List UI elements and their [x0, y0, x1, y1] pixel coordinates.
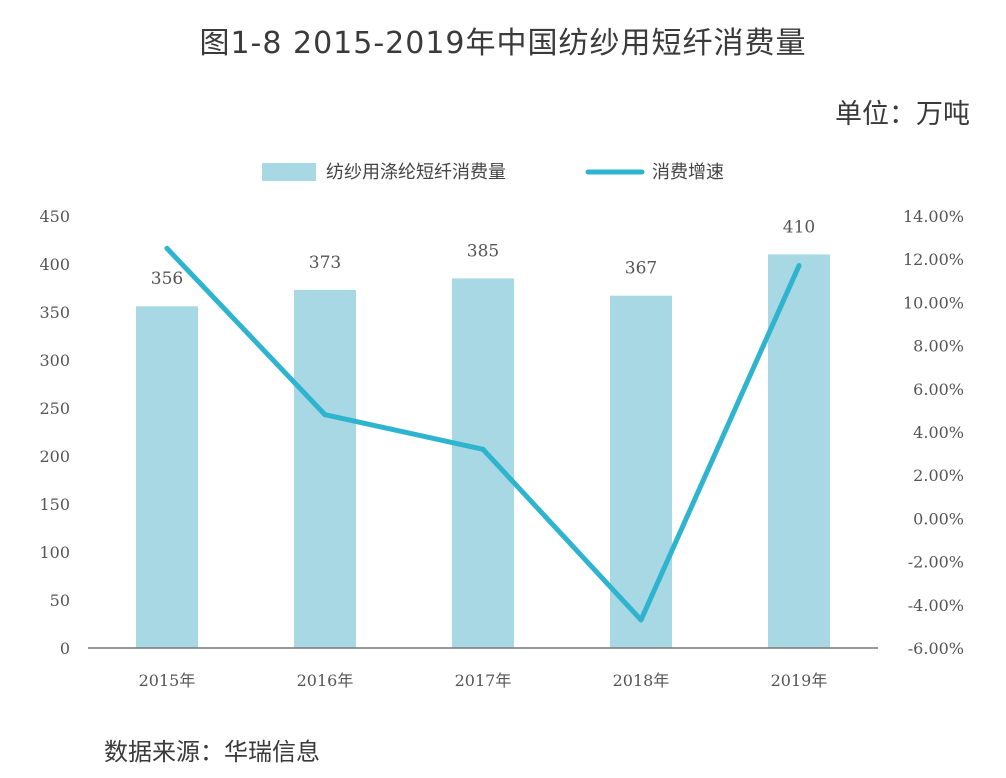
right-y-tick-label: 4.00% — [913, 423, 964, 442]
right-y-tick-label: 0.00% — [913, 509, 964, 528]
right-y-tick-label: 8.00% — [913, 337, 964, 356]
growth-point-2017年 — [480, 446, 486, 452]
chart-title: 图1-8 2015-2019年中国纺纱用短纤消费量 — [199, 26, 807, 61]
left-y-tick-label: 150 — [39, 495, 70, 514]
data-label: 373 — [309, 253, 341, 273]
data-label: 356 — [151, 269, 183, 289]
right-y-tick-label: 14.00% — [903, 207, 964, 226]
growth-point-2015年 — [164, 245, 170, 251]
bar-2017年 — [452, 278, 514, 648]
bar-2016年 — [294, 289, 356, 648]
right-y-tick-label: 12.00% — [903, 250, 964, 269]
growth-point-2018年 — [638, 617, 644, 623]
left-y-tick-label: 300 — [39, 351, 70, 370]
left-y-tick-label: 250 — [39, 399, 70, 418]
left-y-tick-label: 50 — [50, 591, 70, 610]
left-y-tick-label: 400 — [39, 255, 70, 274]
bar-2019年 — [768, 254, 830, 648]
x-tick-label: 2017年 — [455, 671, 512, 690]
bar-2018年 — [610, 295, 672, 648]
right-y-tick-label: 6.00% — [913, 380, 964, 399]
left-y-tick-label: 350 — [39, 303, 70, 322]
x-tick-label: 2015年 — [139, 671, 196, 690]
legend-line-label: 消费增速 — [652, 162, 724, 183]
data-source: 数据来源：华瑞信息 — [104, 738, 320, 766]
right-y-tick-label: -6.00% — [908, 639, 964, 658]
x-tick-label: 2019年 — [771, 671, 828, 690]
right-y-tick-label: 2.00% — [913, 466, 964, 485]
right-y-tick-label: 10.00% — [903, 293, 964, 312]
right-y-tick-label: -4.00% — [908, 596, 964, 615]
left-y-tick-label: 100 — [39, 543, 70, 562]
left-y-tick-label: 450 — [39, 207, 70, 226]
growth-point-2016年 — [322, 412, 328, 418]
left-y-tick-label: 200 — [39, 447, 70, 466]
growth-point-2019年 — [796, 263, 802, 269]
legend-bar-label: 纺纱用涤纶短纤消费量 — [326, 162, 506, 183]
unit-label: 单位：万吨 — [835, 99, 970, 130]
legend-bar-swatch — [262, 163, 316, 181]
right-y-tick-label: -2.00% — [908, 553, 964, 572]
x-tick-label: 2016年 — [297, 671, 354, 690]
data-label: 367 — [625, 259, 657, 279]
bar-2015年 — [136, 306, 198, 648]
data-label: 410 — [783, 217, 815, 237]
data-label: 385 — [467, 241, 499, 261]
x-tick-label: 2018年 — [613, 671, 670, 690]
left-y-tick-label: 0 — [60, 639, 70, 658]
